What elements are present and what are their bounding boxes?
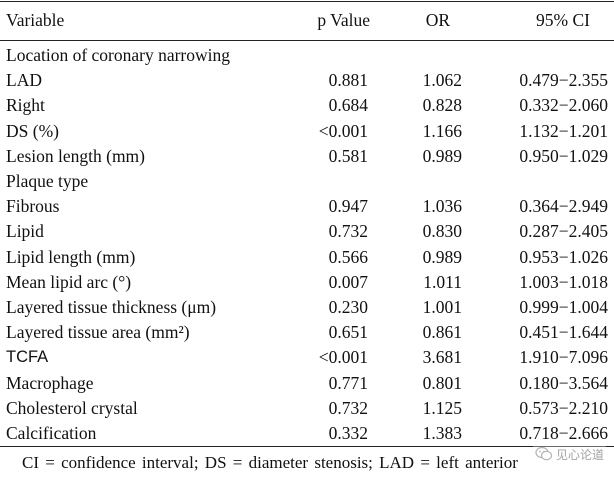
cell-ci: 0.718−2.666 (519, 423, 608, 443)
cell-ci: 0.451−1.644 (519, 322, 608, 343)
cell-p-value: <0.001 (318, 347, 368, 368)
table-row: Mean lipid arc (°) 0.007 1.011 1.003−1.018 (0, 270, 614, 295)
cell-or: 1.036 (422, 196, 462, 217)
cell-p-value: 0.651 (328, 322, 368, 343)
header-variable: Variable (6, 10, 65, 30)
cell-or: 1.166 (422, 120, 462, 141)
header-p-value: p Value (317, 10, 370, 30)
table-row: Macrophage 0.771 0.801 0.180−3.564 (0, 371, 614, 396)
cell-variable: TCFA (6, 348, 49, 367)
cell-p-value: 0.581 (328, 145, 368, 166)
table-row: Lipid length (mm) 0.566 0.989 0.953−1.026 (0, 245, 614, 270)
table-row: Calcification 0.332 1.383 0.718−2.666 (0, 421, 614, 446)
cell-p-value: 0.881 (328, 70, 368, 91)
cell-variable: Lesion length (mm) (6, 145, 146, 166)
cell-or: 0.830 (422, 221, 462, 242)
cell-or: 1.011 (423, 271, 462, 292)
cell-ci: 0.950−1.029 (519, 145, 608, 166)
cell-variable: Plaque type (6, 171, 89, 191)
table-row: Layered tissue area (mm²) 0.651 0.861 0.451… (0, 320, 614, 345)
cell-ci: 0.287−2.405 (519, 221, 608, 242)
watermark-text: 见心论道 (555, 447, 604, 462)
header-or: OR (425, 10, 450, 30)
table-top-rule (0, 1, 614, 2)
cell-variable: Layered tissue area (mm²) (6, 322, 190, 343)
cell-variable: Fibrous (6, 196, 60, 217)
cell-ci: 0.180−3.564 (519, 372, 608, 393)
cell-p-value: 0.771 (328, 372, 368, 393)
cell-or: 0.989 (422, 145, 462, 166)
table-header-row: Variable p Value OR 95% CI (0, 8, 614, 33)
cell-variable: Lipid length (mm) (6, 246, 136, 267)
cell-ci: 0.573−2.210 (519, 397, 608, 418)
table-row: Cholesterol crystal 0.732 1.125 0.573−2.210 (0, 396, 614, 421)
cell-or: 3.681 (422, 347, 462, 368)
cell-p-value: 0.732 (328, 397, 368, 418)
table-row: Right 0.684 0.828 0.332−2.060 (0, 93, 614, 118)
cell-ci: 1.132−1.201 (519, 120, 608, 141)
cell-ci: 1.003−1.018 (519, 271, 608, 292)
table-row: TCFA <0.001 3.681 1.910−7.096 (0, 345, 614, 370)
table-row: Fibrous 0.947 1.036 0.364−2.949 (0, 194, 614, 219)
cell-p-value: 0.566 (328, 246, 368, 267)
cell-or: 0.801 (422, 372, 462, 393)
cell-p-value: 0.684 (328, 95, 368, 116)
cell-ci: 0.953−1.026 (519, 246, 608, 267)
cell-or: 0.861 (422, 322, 462, 343)
table-bottom-rule (0, 446, 614, 447)
cell-or: 0.989 (422, 246, 462, 267)
cell-or: 1.062 (422, 70, 462, 91)
cell-or: 1.383 (422, 423, 462, 443)
cell-variable: Layered tissue thickness (μm) (6, 297, 217, 317)
section-header-row: Plaque type (0, 169, 614, 194)
cell-ci: 0.479−2.355 (519, 70, 608, 91)
cell-variable: Calcification (6, 423, 97, 443)
cell-ci: 1.910−7.096 (519, 347, 608, 368)
cell-variable: Lipid (6, 221, 44, 242)
table-row: Layered tissue thickness (μm) 0.230 1.001 0… (0, 295, 614, 320)
watermark: 见心论道 (532, 444, 606, 464)
cell-variable: Macrophage (6, 372, 94, 393)
cell-variable: DS (%) (6, 120, 59, 141)
table-header-rule (0, 40, 614, 41)
cell-ci: 0.332−2.060 (519, 95, 608, 116)
cell-p-value: 0.947 (328, 196, 368, 217)
cell-variable: Cholesterol crystal (6, 397, 138, 418)
table-row: Lipid 0.732 0.830 0.287−2.405 (0, 219, 614, 244)
table-row: Lesion length (mm) 0.581 0.989 0.950−1.029 (0, 144, 614, 169)
cell-variable: Mean lipid arc (°) (6, 271, 132, 292)
table-row: DS (%) <0.001 1.166 1.132−1.201 (0, 119, 614, 144)
cell-ci: 0.999−1.004 (519, 297, 608, 317)
cell-p-value: 0.007 (328, 271, 368, 292)
table-row: LAD 0.881 1.062 0.479−2.355 (0, 68, 614, 93)
cell-variable: LAD (6, 70, 42, 91)
cell-or: 1.001 (422, 297, 462, 317)
cell-p-value: 0.732 (328, 221, 368, 242)
cell-or: 1.125 (422, 397, 462, 418)
section-header-row: Location of coronary narrowing (0, 43, 614, 68)
cell-variable: Location of coronary narrowing (6, 45, 231, 65)
wechat-logo-icon (535, 446, 553, 461)
cell-p-value: 0.332 (328, 423, 368, 443)
table-footnote: CI = confidence interval; DS = diameter … (22, 453, 518, 472)
cell-ci: 0.364−2.949 (519, 196, 608, 217)
header-ci: 95% CI (536, 10, 590, 30)
cell-or: 0.828 (422, 95, 462, 116)
cell-p-value: <0.001 (318, 120, 368, 141)
cell-variable: Right (6, 95, 45, 116)
cell-p-value: 0.230 (328, 297, 368, 317)
